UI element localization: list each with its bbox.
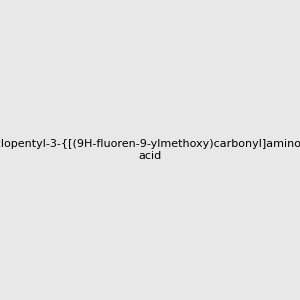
Text: (3S)-4-cyclopentyl-3-{[(9H-fluoren-9-ylmethoxy)carbonyl]amino}butanoic acid: (3S)-4-cyclopentyl-3-{[(9H-fluoren-9-ylm… <box>0 139 300 161</box>
